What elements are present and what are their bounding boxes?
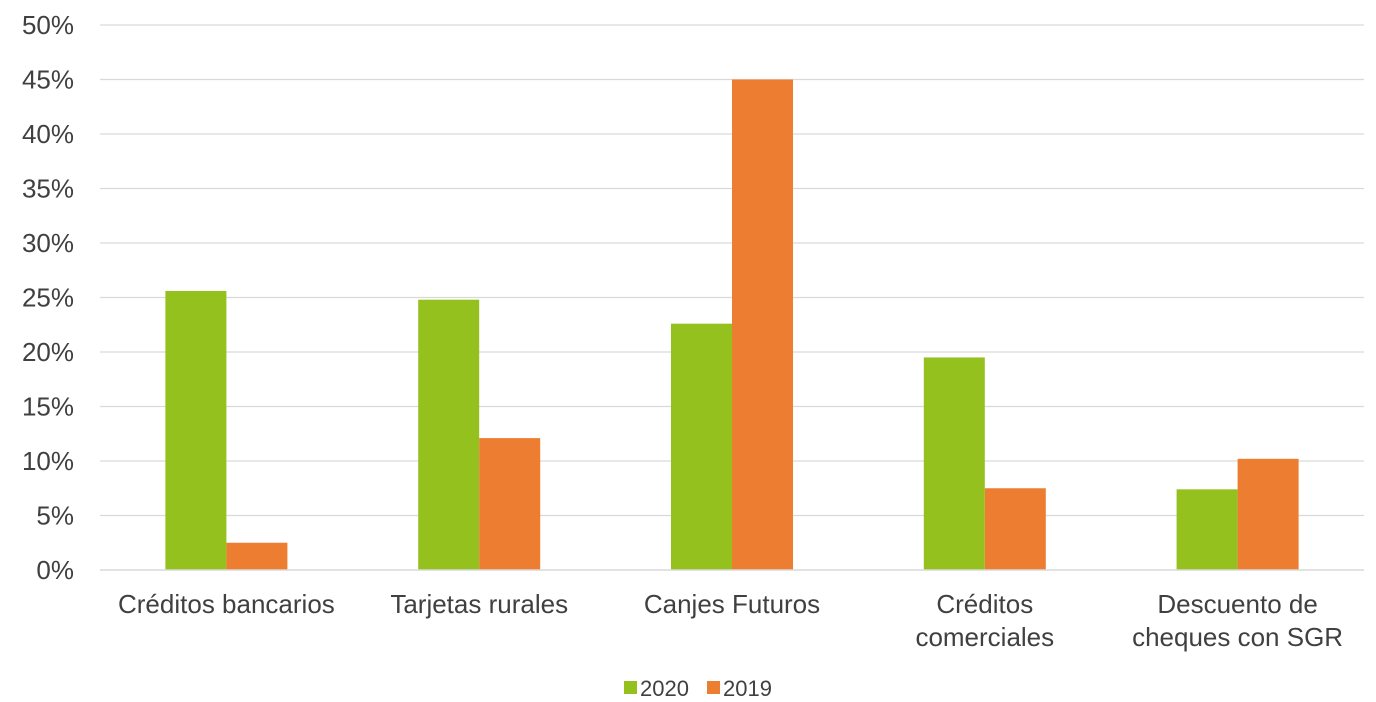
bar-2019-0: [226, 542, 288, 570]
legend: 2020 2019: [624, 676, 772, 701]
y-tick-label: 25%: [22, 283, 74, 313]
y-tick-label: 20%: [22, 337, 74, 367]
x-category-label: Tarjetas rurales: [390, 589, 568, 619]
y-tick-label: 50%: [22, 10, 74, 40]
bar-2019-1: [479, 438, 541, 570]
bar-2020-4: [1176, 489, 1238, 570]
y-axis-ticks: 0% 5% 10% 15% 20% 25% 30% 35% 40% 45% 50%: [22, 10, 74, 585]
bar-2020-2: [671, 323, 732, 570]
bar-2020-3: [923, 357, 985, 570]
y-tick-label: 45%: [22, 65, 74, 95]
legend-swatch-2019: [707, 681, 720, 694]
bar-2019-3: [984, 488, 1046, 570]
bars: [165, 79, 1299, 570]
bar-2020-1: [418, 299, 480, 570]
bar-2019-2: [732, 79, 793, 570]
bar-2019-4: [1237, 458, 1299, 570]
bar-2020-0: [165, 290, 227, 570]
y-tick-label: 5%: [36, 501, 74, 531]
y-tick-label: 40%: [22, 119, 74, 149]
x-category-label: cheques con SGR: [1132, 622, 1343, 652]
legend-label-2020: 2020: [640, 676, 689, 701]
x-category-label: Descuento de: [1157, 589, 1317, 619]
x-category-label: Canjes Futuros: [644, 589, 820, 619]
x-axis-categories: Créditos bancarios Tarjetas rurales Canjes…: [118, 589, 1343, 652]
legend-label-2019: 2019: [723, 676, 772, 701]
x-category-label: comerciales: [915, 622, 1054, 652]
y-tick-label: 15%: [22, 392, 74, 422]
y-tick-label: 35%: [22, 174, 74, 204]
y-tick-label: 30%: [22, 228, 74, 258]
x-category-label: Créditos: [936, 589, 1033, 619]
y-tick-label: 10%: [22, 446, 74, 476]
legend-swatch-2020: [624, 681, 637, 694]
y-tick-label: 0%: [36, 555, 74, 585]
x-category-label: Créditos bancarios: [118, 589, 335, 619]
